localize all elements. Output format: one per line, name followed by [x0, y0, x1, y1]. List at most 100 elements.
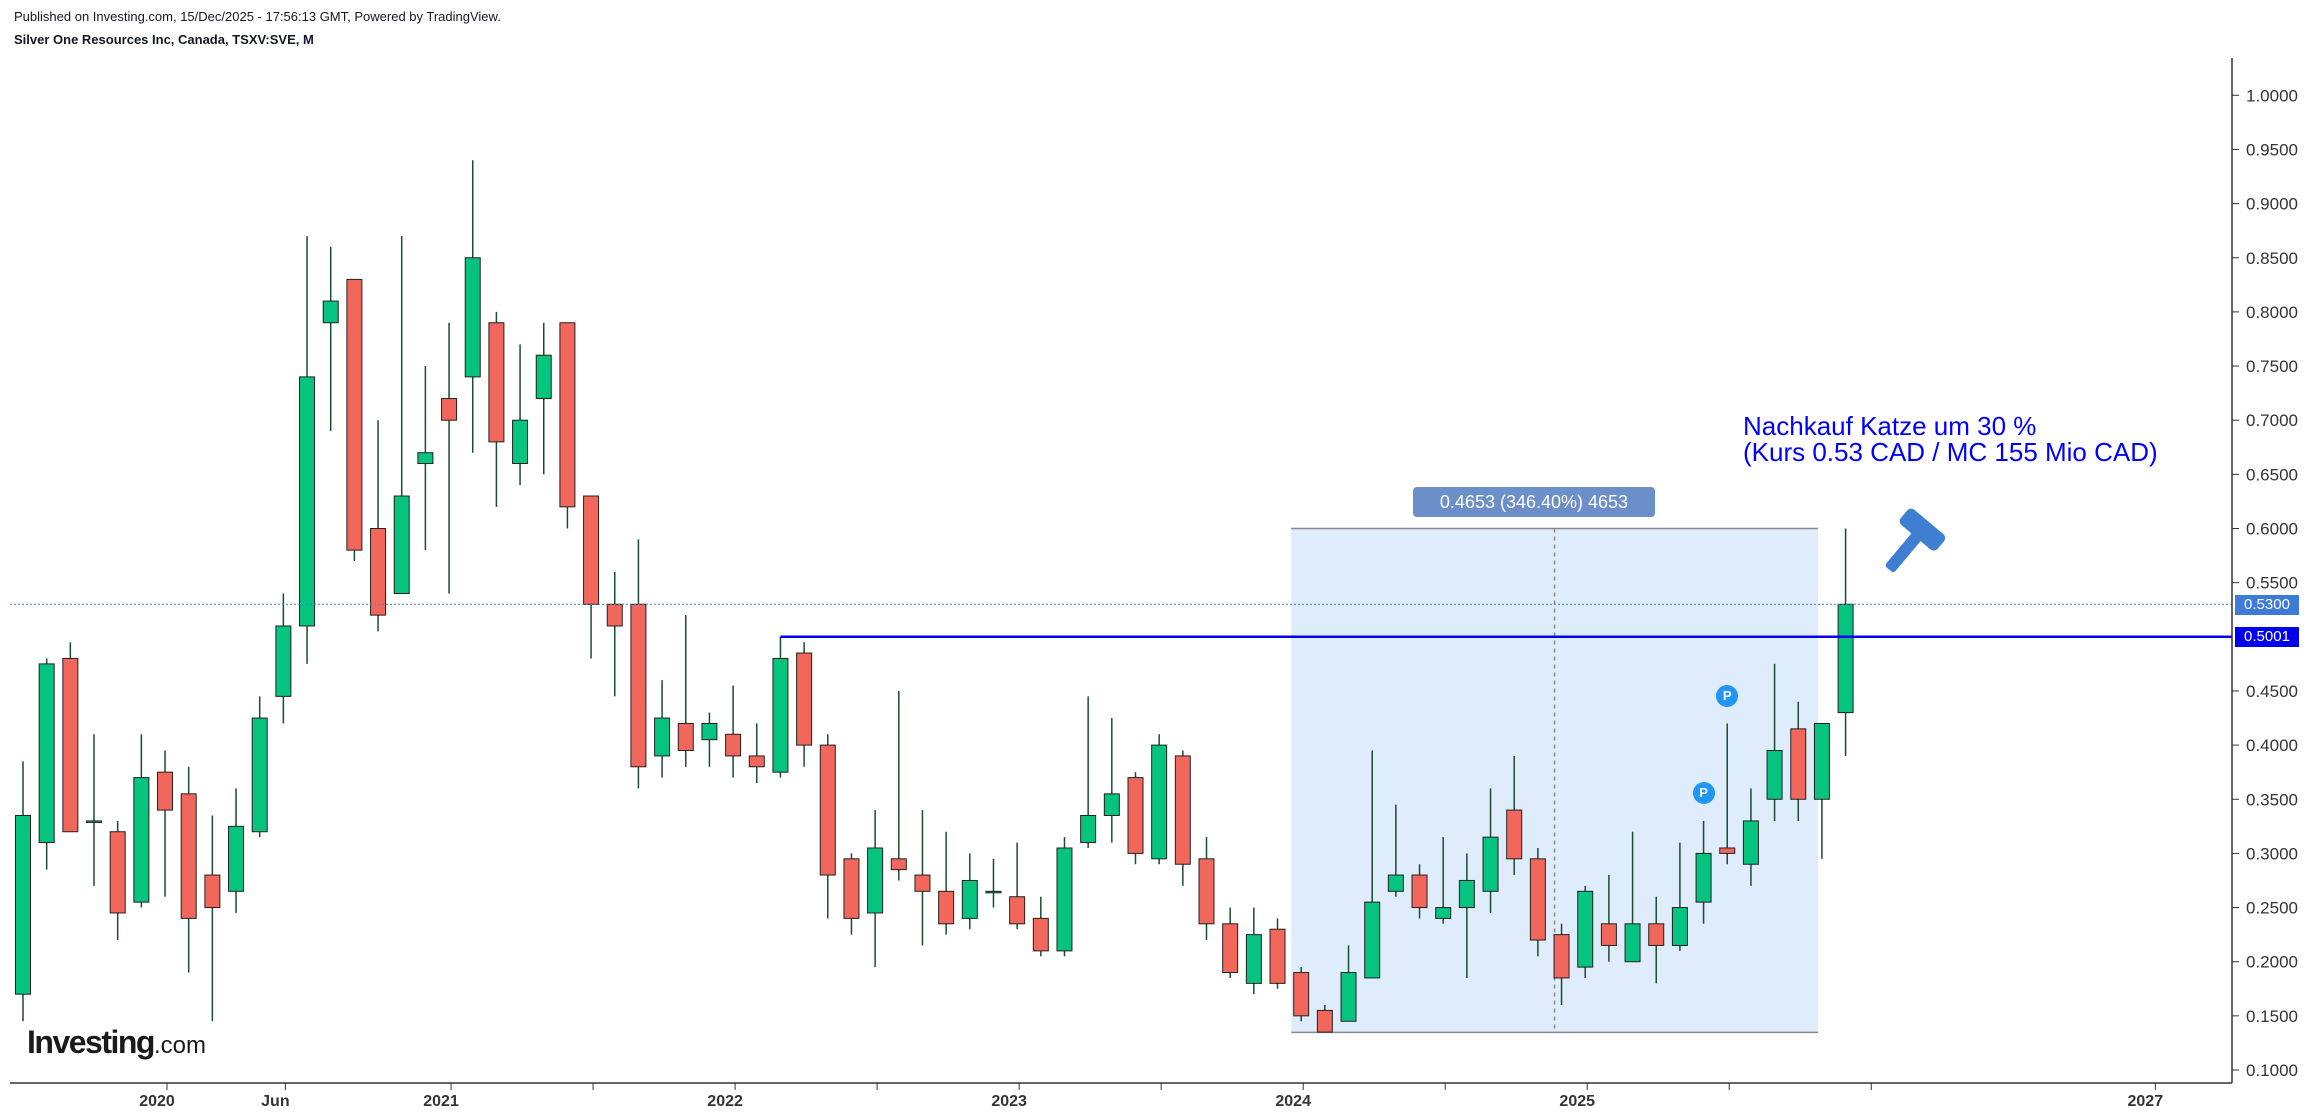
y-tick-label: 0.4500: [2246, 682, 2298, 701]
candle-down: [1719, 847, 1736, 854]
candle-up: [322, 300, 339, 324]
candle-up: [535, 354, 552, 400]
annotation-line-2: (Kurs 0.53 CAD / MC 155 Mio CAD): [1743, 437, 2158, 467]
candle-up: [228, 825, 245, 892]
y-tick-label: 0.7500: [2246, 357, 2298, 376]
candle-down: [914, 874, 931, 892]
y-tick-label: 0.1000: [2246, 1061, 2298, 1080]
hammer-icon[interactable]: [1871, 507, 1948, 585]
candle-up: [701, 722, 718, 741]
candle-down: [938, 890, 955, 925]
candle-up: [1151, 744, 1168, 860]
logo-main: Investing: [27, 1024, 155, 1060]
candle-up: [1458, 879, 1475, 909]
candle-up: [1482, 836, 1499, 892]
candle-up: [772, 657, 789, 773]
candle-up: [1671, 907, 1688, 946]
candle-down: [843, 858, 860, 919]
candle-down: [890, 858, 907, 871]
y-tick-label: 0.7000: [2246, 411, 2298, 430]
candle-up: [1435, 907, 1452, 919]
y-tick-label: 0.2500: [2246, 899, 2298, 918]
published-line: Published on Investing.com, 15/Dec/2025 …: [14, 9, 501, 24]
candle-down: [1269, 928, 1286, 984]
x-tick-label: 2022: [707, 1093, 743, 1110]
candle-up: [1245, 934, 1262, 984]
candle-down: [1009, 896, 1026, 925]
candle-up: [1813, 722, 1830, 800]
candle-down: [62, 657, 79, 833]
candle-up: [1577, 890, 1594, 968]
candle-up: [1080, 814, 1097, 844]
candle-up: [464, 257, 481, 378]
y-tick-label: 0.9500: [2246, 140, 2298, 159]
candle-up: [393, 495, 410, 594]
y-tick-label: 0.8000: [2246, 303, 2298, 322]
candle-down: [109, 831, 126, 914]
y-tick-label: 0.6000: [2246, 520, 2298, 539]
candle-down: [677, 722, 694, 752]
candle-up: [1837, 603, 1854, 714]
candle-down: [1529, 858, 1546, 941]
x-tick-label: 2021: [423, 1093, 459, 1110]
y-tick-label: 0.6500: [2246, 465, 2298, 484]
candle-up: [1695, 852, 1712, 903]
candle-up: [299, 376, 316, 627]
candle-down: [1198, 858, 1215, 925]
marker-p-badge[interactable]: P: [1692, 781, 1715, 804]
candle-down: [1790, 728, 1807, 800]
candle-down: [1600, 923, 1617, 946]
x-tick-label: 2023: [991, 1093, 1027, 1110]
candle-up: [133, 777, 150, 903]
candle-up: [1103, 793, 1120, 816]
candle-up: [1340, 972, 1357, 1022]
candle-down: [559, 322, 576, 508]
candle-up: [38, 663, 55, 844]
candle-up: [1056, 847, 1073, 952]
annotation-text[interactable]: Nachkauf Katze um 30 % (Kurs 0.53 CAD / …: [1743, 413, 2158, 465]
y-tick-label: 1.0000: [2246, 86, 2298, 105]
candle-down: [157, 771, 174, 811]
candle-up: [985, 890, 1002, 894]
candle-down: [204, 874, 221, 909]
x-tick-label: 2027: [2128, 1093, 2164, 1110]
candle-down: [180, 793, 197, 919]
candle-down: [370, 528, 387, 616]
marker-p-badge[interactable]: P: [1716, 685, 1739, 708]
candle-down: [1127, 777, 1144, 854]
candle-up: [961, 879, 978, 919]
candle-down: [1222, 923, 1239, 974]
y-tick-label: 0.4000: [2246, 736, 2298, 755]
candle-down: [796, 652, 813, 746]
current-price-tag: 0.5300: [2235, 595, 2299, 615]
y-tick-label: 0.3500: [2246, 790, 2298, 809]
candle-up: [86, 820, 103, 823]
y-tick-label: 0.2000: [2246, 953, 2298, 972]
candle-down: [1032, 917, 1049, 952]
candle-down: [1411, 874, 1428, 909]
candle-up: [1387, 874, 1404, 892]
candle-down: [1506, 809, 1523, 860]
symbol-title: Silver One Resources Inc, Canada, TSXV:S…: [14, 32, 314, 47]
candle-up: [417, 452, 434, 465]
candle-down: [1553, 934, 1570, 979]
candle-up: [1624, 923, 1641, 963]
candle-down: [1293, 972, 1310, 1017]
x-tick-label: 2020: [139, 1093, 175, 1110]
x-tick-label: Jun: [261, 1093, 289, 1110]
candle-up: [867, 847, 884, 914]
candle-up: [1766, 750, 1783, 800]
candle-down: [1174, 755, 1191, 865]
candle-down: [583, 495, 600, 605]
candle-down: [606, 603, 623, 627]
candle-up: [251, 717, 268, 833]
measure-label: 0.4653 (346.40%) 4653: [1413, 487, 1655, 517]
candle-up: [512, 419, 529, 465]
candle-down: [441, 398, 458, 421]
candle-down: [1316, 1009, 1333, 1033]
y-tick-label: 0.5500: [2246, 574, 2298, 593]
candle-up: [15, 814, 31, 995]
candle-up: [654, 717, 671, 757]
candle-down: [819, 744, 836, 876]
